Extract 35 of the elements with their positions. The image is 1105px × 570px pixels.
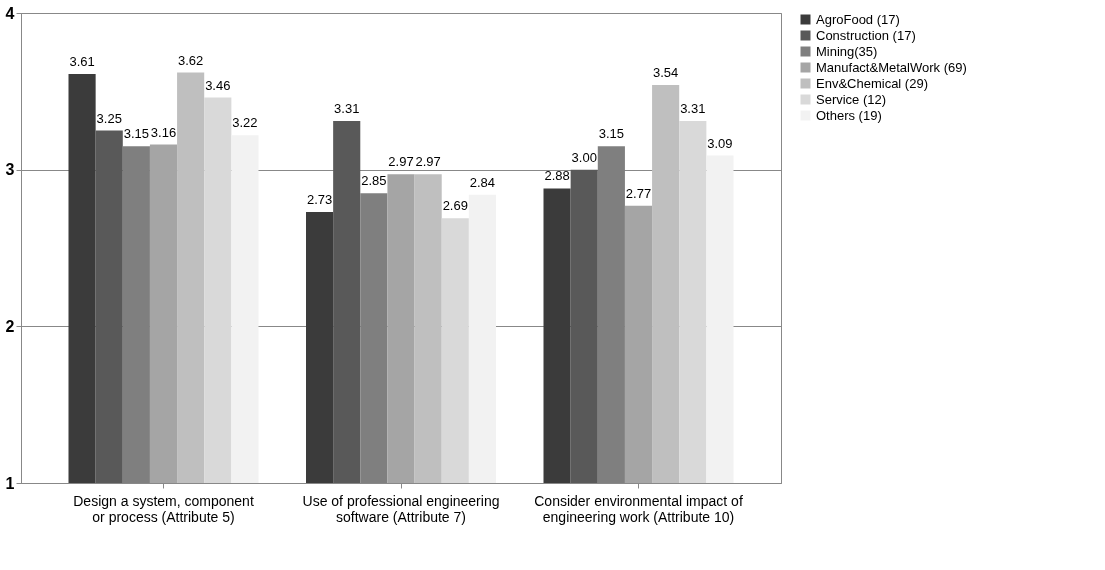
data-label: 2.69	[442, 198, 468, 214]
legend-label: Service (12)	[816, 91, 887, 107]
data-label: 3.31	[680, 101, 706, 117]
data-label: 2.97	[415, 154, 441, 170]
y-tick-label: 1	[5, 474, 15, 492]
data-label: 2.84	[469, 174, 496, 190]
legend-label: Construction (17)	[816, 27, 916, 43]
data-label: 3.00	[571, 149, 597, 165]
data-label: 3.16	[150, 124, 177, 140]
data-label: 3.54	[652, 65, 679, 81]
y-tick-label: 3	[5, 161, 15, 179]
data-label: 3.15	[598, 126, 625, 142]
x-tick-label: Design a system, component or process (Attribute 5)	[73, 492, 254, 525]
data-label: 3.46	[205, 77, 231, 93]
y-tick-label: 2	[5, 317, 15, 335]
legend-label: Env&Chemical (29)	[816, 75, 928, 91]
x-tick-label: Use of professional engineering software (Attribute 7)	[302, 492, 500, 525]
x-tick-label: Consider environmental impact of engineering work (Attribute 10)	[534, 492, 743, 525]
data-label: 3.22	[232, 115, 258, 131]
legend-label: Manufact&MetalWork (69)	[816, 59, 967, 75]
y-tick-label: 4	[5, 4, 15, 22]
data-label: 3.31	[334, 101, 360, 117]
data-label: 3.61	[69, 54, 95, 70]
legend-label: AgroFood (17)	[816, 11, 900, 27]
data-label: 2.73	[306, 191, 333, 207]
data-label: 3.25	[96, 110, 122, 126]
data-label: 3.15	[123, 126, 150, 142]
legend-label: Mining(35)	[816, 43, 878, 59]
data-label: 3.62	[177, 52, 204, 68]
data-label: 2.85	[361, 173, 387, 189]
data-label: 2.97	[388, 154, 414, 170]
data-label: 2.88	[544, 168, 570, 184]
data-label: 3.09	[707, 135, 733, 151]
data-label: 2.77	[625, 185, 652, 201]
legend-label: Others (19)	[816, 107, 882, 123]
